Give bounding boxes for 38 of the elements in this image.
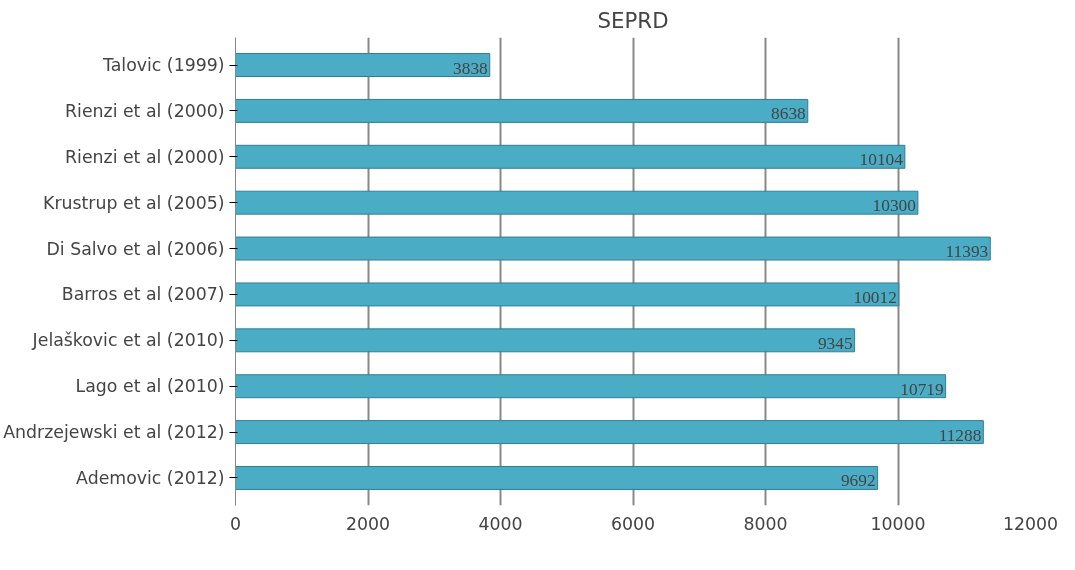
data-label: 8638 bbox=[771, 104, 806, 124]
y-tick-label: Andrzejewski et al (2012) bbox=[3, 422, 225, 443]
data-label: 10300 bbox=[872, 196, 916, 216]
bar bbox=[235, 53, 491, 77]
bar bbox=[235, 236, 991, 261]
x-tick-label: 2000 bbox=[345, 513, 391, 534]
data-label: 11393 bbox=[945, 242, 989, 262]
y-tick-label: Talovic (1999) bbox=[102, 55, 225, 76]
x-tick-label: 10000 bbox=[870, 513, 926, 534]
y-tick-label: Jelaškovic et al (2010) bbox=[31, 330, 225, 351]
chart-title: SEPRD bbox=[597, 7, 669, 33]
bar bbox=[235, 190, 919, 215]
bar bbox=[235, 144, 906, 169]
data-label: 10104 bbox=[859, 150, 904, 170]
bar bbox=[235, 98, 809, 123]
x-tick-label: 6000 bbox=[610, 513, 656, 534]
x-tick-label: 8000 bbox=[743, 513, 788, 534]
x-tick-label: 0 bbox=[229, 513, 242, 534]
x-tick-label: 12000 bbox=[1002, 513, 1059, 534]
bar bbox=[235, 374, 947, 399]
x-tick-label: 4000 bbox=[478, 513, 523, 534]
y-tick-label: Lago et al (2010) bbox=[75, 376, 225, 397]
bar bbox=[235, 420, 984, 445]
bar bbox=[235, 282, 900, 307]
y-tick-label: Krustrup et al (2005) bbox=[43, 192, 225, 213]
y-tick-label: Rienzi et al (2000) bbox=[65, 146, 225, 167]
bar bbox=[235, 466, 879, 490]
data-label: 9345 bbox=[817, 333, 853, 353]
data-label: 3838 bbox=[453, 58, 488, 78]
data-label: 10012 bbox=[853, 287, 897, 307]
y-tick-label: Barros et al (2007) bbox=[61, 284, 225, 305]
data-label: 9692 bbox=[840, 471, 876, 491]
y-tick-label: Di Salvo et al (2006) bbox=[46, 238, 225, 259]
y-tick-label: Ademovic (2012) bbox=[76, 467, 225, 488]
y-tick-label: Rienzi et al (2000) bbox=[65, 100, 225, 121]
bar bbox=[235, 328, 856, 353]
data-label: 10719 bbox=[900, 379, 944, 399]
data-label: 11288 bbox=[938, 425, 982, 445]
